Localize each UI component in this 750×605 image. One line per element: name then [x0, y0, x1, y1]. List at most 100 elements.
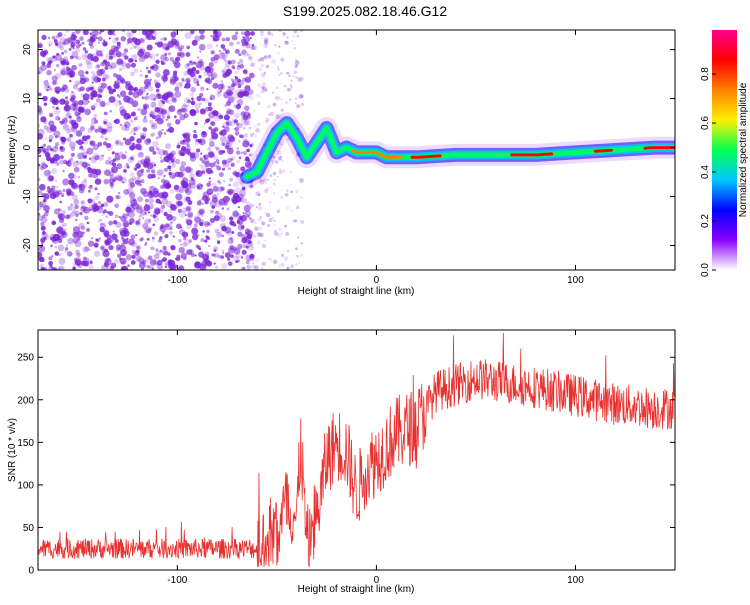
noise-speck	[185, 205, 192, 212]
noise-speck	[60, 192, 65, 197]
noise-speck	[106, 195, 114, 203]
noise-speck	[247, 38, 251, 41]
noise-speck	[206, 188, 214, 196]
noise-speck	[215, 210, 220, 215]
noise-speck	[268, 113, 271, 116]
noise-speck	[242, 212, 245, 215]
noise-speck	[102, 211, 105, 214]
noise-speck	[87, 38, 91, 42]
noise-speck	[280, 72, 283, 75]
noise-speck	[194, 103, 201, 110]
noise-speck	[38, 163, 41, 167]
noise-speck	[51, 255, 54, 258]
noise-speck	[74, 80, 80, 86]
noise-speck	[225, 37, 230, 42]
noise-speck	[157, 176, 161, 180]
noise-speck	[211, 135, 215, 139]
noise-speck	[186, 219, 193, 226]
noise-speck	[134, 59, 138, 63]
x-tick-label: -100	[167, 575, 187, 586]
noise-speck	[217, 38, 220, 41]
noise-speck	[46, 89, 49, 92]
noise-speck	[198, 60, 205, 67]
noise-speck	[40, 231, 48, 239]
noise-speck	[246, 201, 251, 206]
noise-speck	[132, 88, 137, 92]
noise-speck	[87, 240, 95, 247]
noise-speck	[217, 91, 221, 95]
noise-speck	[182, 133, 185, 137]
noise-speck	[214, 30, 222, 38]
noise-speck	[266, 104, 271, 109]
x-tick-label: 100	[567, 275, 584, 286]
noise-speck	[209, 200, 217, 208]
noise-speck	[267, 54, 272, 59]
noise-speck	[158, 135, 162, 139]
noise-speck	[263, 37, 269, 43]
noise-speck	[116, 74, 122, 80]
noise-speck	[95, 238, 98, 242]
noise-speck	[84, 108, 91, 116]
noise-speck	[43, 204, 50, 212]
noise-speck	[120, 176, 127, 184]
noise-speck	[163, 180, 171, 187]
noise-speck	[257, 83, 262, 88]
noise-speck	[190, 177, 194, 180]
noise-speck	[58, 159, 65, 165]
noise-speck	[197, 210, 203, 217]
noise-speck	[83, 30, 89, 36]
noise-speck	[236, 65, 241, 71]
noise-speck	[147, 69, 152, 74]
noise-speck	[131, 142, 135, 146]
noise-speck	[41, 34, 47, 40]
noise-speck	[151, 267, 154, 270]
noise-speck	[249, 37, 252, 40]
noise-speck	[249, 203, 254, 208]
noise-speck	[156, 259, 163, 266]
noise-speck	[209, 97, 213, 101]
noise-speck	[79, 145, 84, 149]
noise-speck	[241, 186, 246, 191]
noise-speck	[81, 30, 88, 36]
noise-speck	[225, 100, 232, 107]
noise-speck	[216, 91, 222, 97]
noise-speck	[184, 134, 191, 141]
noise-speck	[161, 115, 166, 119]
noise-speck	[243, 127, 246, 130]
noise-speck	[141, 217, 145, 220]
noise-speck	[125, 126, 130, 132]
noise-speck	[169, 226, 173, 231]
noise-speck	[105, 122, 113, 129]
noise-speck	[160, 108, 167, 115]
noise-speck	[175, 200, 182, 207]
noise-speck	[221, 69, 226, 74]
noise-speck	[108, 96, 116, 104]
x-tick-label: 0	[374, 575, 380, 586]
noise-speck	[254, 265, 259, 270]
noise-speck	[62, 41, 66, 46]
noise-speck	[248, 56, 251, 59]
noise-speck	[154, 208, 161, 215]
noise-speck	[156, 150, 161, 155]
noise-speck	[245, 156, 249, 160]
noise-speck	[269, 111, 275, 117]
noise-speck	[65, 188, 72, 194]
noise-speck	[50, 192, 57, 200]
noise-speck	[72, 174, 77, 179]
noise-speck	[196, 65, 200, 68]
noise-speck	[73, 103, 76, 106]
noise-speck	[163, 230, 167, 234]
noise-speck	[199, 50, 202, 53]
noise-speck	[217, 193, 220, 196]
noise-speck	[79, 77, 87, 85]
noise-speck	[150, 264, 154, 269]
noise-speck	[186, 143, 191, 147]
noise-speck	[213, 163, 217, 168]
noise-speck	[230, 240, 234, 244]
noise-speck	[151, 239, 155, 243]
noise-speck	[129, 218, 135, 224]
noise-speck	[119, 101, 122, 105]
noise-speck	[239, 61, 244, 65]
noise-speck	[250, 184, 254, 188]
noise-speck	[182, 169, 186, 173]
